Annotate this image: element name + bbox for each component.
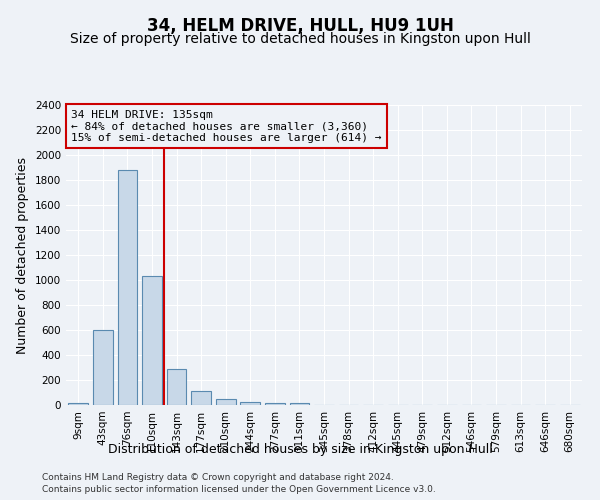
Bar: [216, 400, 236, 405]
Text: 34 HELM DRIVE: 135sqm
← 84% of detached houses are smaller (3,360)
15% of semi-d: 34 HELM DRIVE: 135sqm ← 84% of detached …: [71, 110, 382, 142]
Bar: [265, 402, 284, 405]
Bar: [290, 402, 309, 405]
Y-axis label: Number of detached properties: Number of detached properties: [16, 156, 29, 354]
Bar: [93, 330, 113, 405]
Bar: [167, 369, 187, 405]
Bar: [68, 402, 88, 405]
Text: Size of property relative to detached houses in Kingston upon Hull: Size of property relative to detached ho…: [70, 32, 530, 46]
Text: Contains public sector information licensed under the Open Government Licence v3: Contains public sector information licen…: [42, 485, 436, 494]
Bar: [191, 390, 211, 405]
Text: Contains HM Land Registry data © Crown copyright and database right 2024.: Contains HM Land Registry data © Crown c…: [42, 472, 394, 482]
Bar: [241, 402, 260, 405]
Text: Distribution of detached houses by size in Kingston upon Hull: Distribution of detached houses by size …: [107, 442, 493, 456]
Bar: [118, 170, 137, 405]
Bar: [142, 276, 162, 405]
Text: 34, HELM DRIVE, HULL, HU9 1UH: 34, HELM DRIVE, HULL, HU9 1UH: [146, 18, 454, 36]
